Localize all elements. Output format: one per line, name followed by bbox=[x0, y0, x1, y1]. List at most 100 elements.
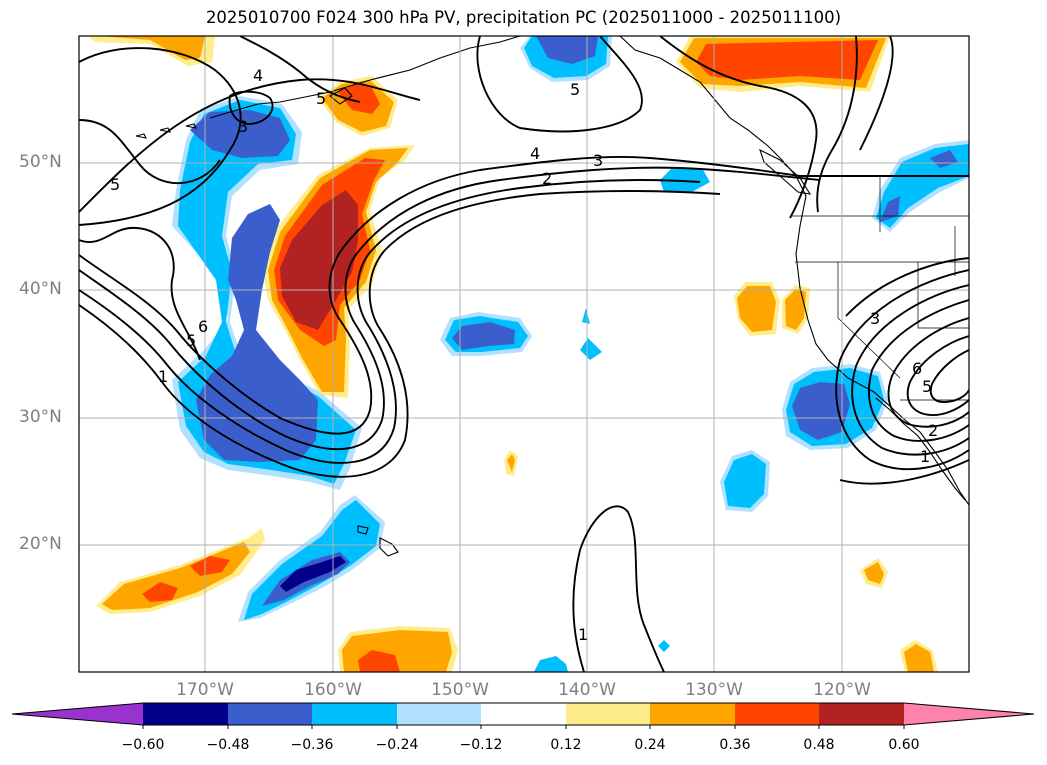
colorbar-extend-low bbox=[12, 703, 143, 725]
pv-contour bbox=[79, 156, 969, 435]
precip-positive-area bbox=[280, 190, 358, 330]
alaska-coast bbox=[209, 36, 521, 119]
colorbar-tick-label: 0.36 bbox=[719, 737, 751, 753]
lon-label: 130°W bbox=[685, 680, 743, 700]
pv-contour bbox=[845, 257, 969, 317]
contour-label: 5 bbox=[922, 377, 932, 396]
pv-contour bbox=[816, 36, 858, 213]
contour-label: 3 bbox=[238, 117, 248, 136]
contour-label: 5 bbox=[316, 89, 326, 108]
colorbar-extend-high bbox=[904, 703, 1034, 725]
coastlines bbox=[135, 36, 969, 557]
precip-negative-area bbox=[880, 196, 900, 222]
colorbar-segment bbox=[397, 703, 481, 725]
pv-contour bbox=[79, 227, 201, 361]
lon-label: 170°W bbox=[176, 680, 234, 700]
precip-positive-area bbox=[864, 562, 884, 584]
contour-label: 2 bbox=[542, 169, 552, 188]
colorbar-segment bbox=[228, 703, 312, 725]
pv-contour bbox=[476, 36, 643, 133]
pv-contour bbox=[659, 36, 818, 219]
precip-positive-area bbox=[142, 582, 178, 602]
pv-contours bbox=[79, 36, 969, 672]
colorbar bbox=[11, 702, 1035, 729]
contour-label: 1 bbox=[578, 625, 588, 644]
gridlines bbox=[79, 36, 969, 672]
precip-negative-area bbox=[660, 168, 710, 192]
colorbar-tick-label: −0.12 bbox=[459, 737, 503, 753]
map-border bbox=[78, 35, 970, 673]
lat-label: 50°N bbox=[19, 152, 62, 172]
precip-negative-area bbox=[196, 204, 318, 462]
colorbar-segment bbox=[650, 703, 735, 725]
precip-positive-area bbox=[507, 454, 515, 472]
pv-contour bbox=[851, 284, 969, 456]
precip-negative-area bbox=[280, 556, 346, 592]
lon-label: 140°W bbox=[558, 680, 616, 700]
pv-contour bbox=[79, 166, 821, 451]
colorbar-segment bbox=[819, 703, 904, 725]
contour-labels: 4 3 5 5 5 4 3 2 6 5 1 1 3 6 5 2 1 bbox=[110, 66, 938, 644]
precip-positive-area bbox=[190, 556, 230, 576]
contour-label: 3 bbox=[870, 309, 880, 328]
precip-negative-area bbox=[658, 640, 670, 652]
pv-contour bbox=[887, 317, 969, 428]
contour-label: 5 bbox=[570, 80, 580, 99]
north-america-coast bbox=[619, 36, 969, 506]
colorbar-segment bbox=[143, 703, 228, 725]
contour-label: 5 bbox=[186, 331, 196, 350]
colorbar-segment bbox=[312, 703, 397, 725]
hawaii-island bbox=[357, 525, 369, 535]
precip-positive-area bbox=[358, 650, 400, 672]
pv-contour bbox=[79, 47, 242, 226]
colorbar-tick-label: −0.24 bbox=[375, 737, 419, 753]
aleutian-island bbox=[135, 133, 147, 139]
contour-label: 1 bbox=[158, 367, 168, 386]
pv-contour bbox=[79, 190, 721, 478]
colorbar-tick-label: −0.48 bbox=[206, 737, 250, 753]
contour-label: 6 bbox=[198, 317, 208, 336]
lat-label: 40°N bbox=[19, 279, 62, 299]
pv-contour bbox=[239, 36, 361, 103]
contour-label: 6 bbox=[912, 359, 922, 378]
precip-negative-area bbox=[452, 322, 515, 350]
pv-contour bbox=[228, 90, 274, 125]
precip-negative-area bbox=[534, 656, 568, 672]
contour-label: 5 bbox=[110, 175, 120, 194]
pv-contour bbox=[868, 299, 969, 442]
pv-contour bbox=[839, 459, 969, 485]
precip-positive-area bbox=[904, 644, 934, 672]
colorbar-tick-label: 0.24 bbox=[634, 737, 666, 753]
contour-label: 3 bbox=[593, 151, 603, 170]
colorbar-tick-label: −0.60 bbox=[121, 737, 165, 753]
lon-label: 150°W bbox=[431, 680, 489, 700]
colorbar-tick-label: −0.36 bbox=[290, 737, 334, 753]
colorbar-tick-label: 0.48 bbox=[803, 737, 835, 753]
contour-label: 4 bbox=[530, 144, 540, 163]
colorbar-tick-label: 0.60 bbox=[888, 737, 920, 753]
contour-label: 2 bbox=[928, 421, 938, 440]
lon-label: 160°W bbox=[304, 680, 362, 700]
pv-contour bbox=[906, 335, 969, 416]
colorbar-tick-label: 0.12 bbox=[550, 737, 582, 753]
colorbar-segment bbox=[735, 703, 819, 725]
kodiak-island bbox=[329, 87, 353, 105]
pv-contour bbox=[79, 179, 701, 464]
hawaii-island bbox=[379, 537, 399, 557]
pv-contour bbox=[79, 119, 221, 185]
colorbar-segment bbox=[566, 703, 650, 725]
pv-contour bbox=[835, 269, 969, 471]
precip-negative-area bbox=[582, 308, 590, 324]
precip-negative-area bbox=[190, 110, 290, 158]
lat-label: 30°N bbox=[19, 407, 62, 427]
baja-coast bbox=[875, 397, 966, 501]
precip-negative-area bbox=[580, 338, 602, 360]
colorbar-segment bbox=[481, 703, 566, 725]
map-title: 2025010700 F024 300 hPa PV, precipitatio… bbox=[205, 8, 842, 27]
state-border bbox=[917, 262, 969, 329]
lon-label: 120°W bbox=[813, 680, 871, 700]
precip-negative-area bbox=[724, 454, 766, 508]
pv-contour bbox=[929, 349, 969, 403]
pv-contour bbox=[79, 78, 421, 213]
